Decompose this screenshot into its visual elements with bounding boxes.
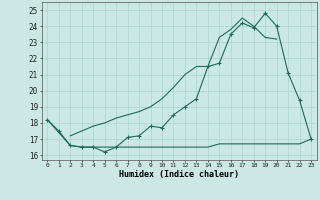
X-axis label: Humidex (Indice chaleur): Humidex (Indice chaleur) — [119, 170, 239, 179]
